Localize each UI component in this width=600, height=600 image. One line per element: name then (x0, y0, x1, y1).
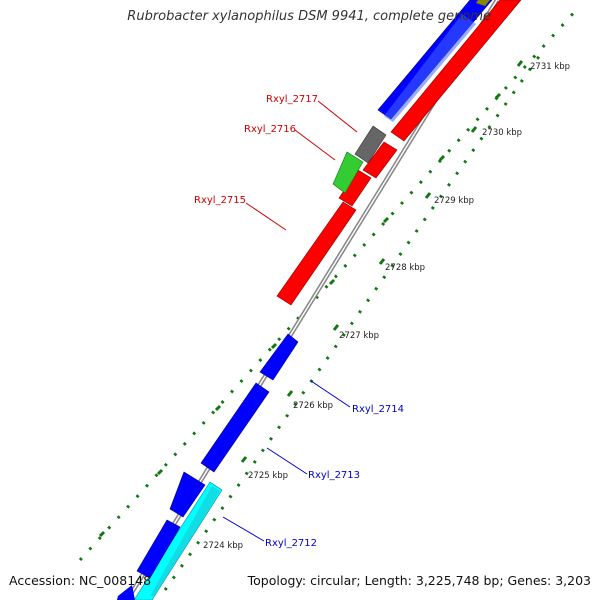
accession-label: Accession: NC_008148 (9, 573, 152, 588)
gene-rxyl-2713[interactable] (200, 382, 270, 473)
leader-rxyl-2717 (317, 100, 358, 133)
map-title: Rubrobacter xylanophilus DSM 9941, compl… (127, 9, 491, 24)
gene-blue-b[interactable] (169, 471, 206, 518)
tick-label: 2728 kbp (385, 263, 425, 273)
gene-olive-top[interactable] (476, 0, 490, 6)
tick-label: 2727 kbp (339, 331, 379, 341)
outer-tick (270, 342, 278, 350)
leader-rxyl-2715 (245, 202, 287, 231)
gene-rxyl-2715[interactable] (276, 201, 357, 306)
genome-info-label: Topology: circular; Length: 3,225,748 bp… (247, 573, 591, 588)
tick-2731 (516, 60, 524, 67)
tick-label: 2726 kbp (293, 401, 333, 411)
forward-genes (276, 0, 522, 306)
gene-blue-a[interactable] (136, 519, 181, 579)
gene-rxyl-2717[interactable] (354, 125, 387, 164)
outer-tick (156, 468, 164, 476)
gene-lightblue-top[interactable] (384, 14, 476, 122)
outer-tick (98, 530, 106, 538)
tick-2728 (378, 258, 386, 265)
gene-rxyl-2714[interactable] (259, 333, 299, 381)
gene-red-top[interactable] (390, 0, 522, 142)
gene-labels: Rxyl_2717 Rxyl_2716 Rxyl_2715 Rxyl_2714 … (194, 94, 404, 549)
leader-rxyl-2716 (294, 129, 336, 161)
leader-rxyl-2714 (310, 380, 351, 408)
outer-tick (214, 404, 222, 412)
reverse-genes (117, 0, 493, 600)
outer-tick (494, 92, 502, 100)
outer-tick (328, 278, 336, 286)
gene-blue-c[interactable] (117, 585, 135, 600)
gene-label-rxyl-2715[interactable]: Rxyl_2715 (194, 195, 246, 206)
tick-2727 (332, 324, 340, 331)
gene-label-rxyl-2713[interactable]: Rxyl_2713 (308, 470, 360, 481)
tick-2726 (286, 390, 294, 397)
label-leaders (222, 100, 358, 542)
tick-label: 2729 kbp (434, 196, 474, 206)
gene-label-rxyl-2712[interactable]: Rxyl_2712 (265, 538, 317, 549)
gene-label-rxyl-2717[interactable]: Rxyl_2717 (266, 94, 318, 105)
gene-red-2716b[interactable] (362, 141, 398, 179)
leader-rxyl-2713 (266, 447, 308, 475)
outer-tick (382, 216, 390, 224)
gene-rxyl-2716[interactable] (332, 151, 364, 194)
tick-label: 2725 kbp (248, 471, 288, 481)
inner-ruler-ring (163, 54, 542, 591)
outer-major-ticks (98, 92, 502, 538)
tick-label: 2730 kbp (482, 128, 522, 138)
tick-2730 (470, 126, 478, 133)
tick-label: 2724 kbp (203, 541, 243, 551)
tick-labels: 2724 kbp 2725 kbp 2726 kbp 2727 kbp 2728… (203, 62, 570, 551)
gene-rxyl-2712-shadow (150, 486, 220, 596)
tick-2725 (240, 456, 248, 463)
outer-tick (438, 154, 446, 162)
gene-label-rxyl-2714[interactable]: Rxyl_2714 (352, 404, 404, 415)
gene-label-rxyl-2716[interactable]: Rxyl_2716 (244, 124, 296, 135)
tick-label: 2731 kbp (530, 62, 570, 72)
leader-rxyl-2712 (222, 516, 265, 542)
tick-2729 (424, 192, 432, 199)
